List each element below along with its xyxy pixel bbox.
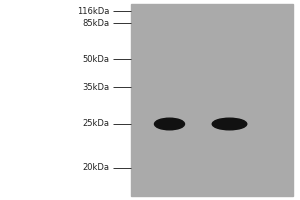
Text: 25kDa: 25kDa	[82, 119, 109, 129]
Ellipse shape	[154, 118, 184, 130]
Text: 85kDa: 85kDa	[82, 19, 109, 27]
Bar	[130, 4, 292, 196]
Text: 35kDa: 35kDa	[82, 82, 109, 92]
Text: 50kDa: 50kDa	[82, 54, 109, 64]
Text: 116kDa: 116kDa	[77, 6, 110, 16]
Ellipse shape	[212, 118, 247, 130]
Text: 20kDa: 20kDa	[82, 164, 109, 172]
